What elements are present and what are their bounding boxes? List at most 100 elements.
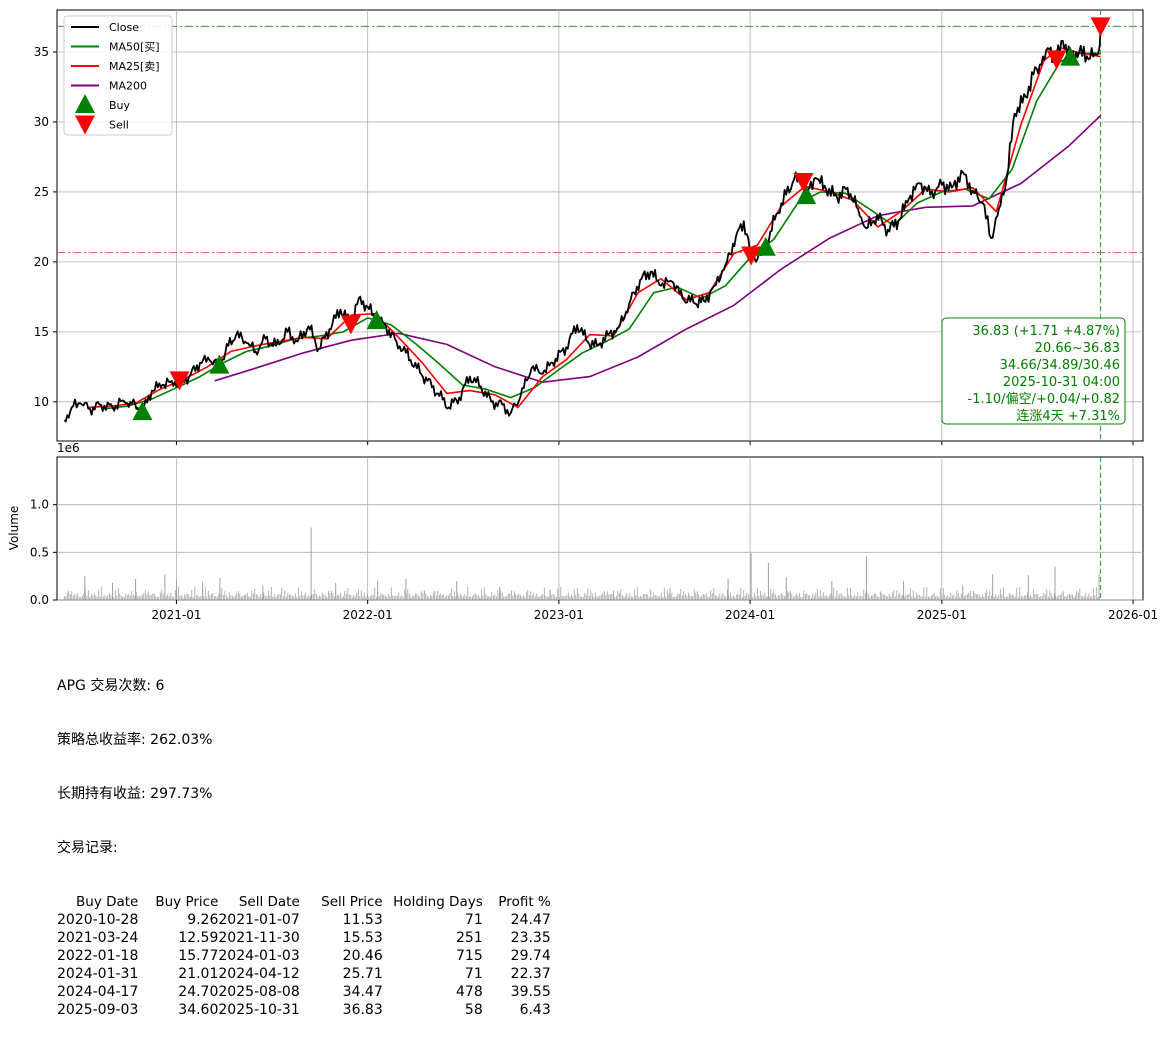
info-box-frame xyxy=(941,317,1126,425)
x-tick-label: 2026-01 xyxy=(1108,608,1158,622)
legend-label: MA200 xyxy=(109,80,147,93)
trade-cell: 24.70 xyxy=(178,984,219,1000)
trade-cell: 478 xyxy=(456,984,483,1000)
trade-cell: 2020-10-28 xyxy=(57,912,139,928)
trade-cell: 25.71 xyxy=(342,966,383,982)
trade-table-header: Buy Date Buy Price Sell Date Sell Price … xyxy=(57,893,551,911)
sell-marker xyxy=(169,371,190,391)
series-line-ma200 xyxy=(214,114,1102,383)
col-profit: Profit % xyxy=(498,894,551,910)
stock-chart: 10 15 20 25 30 35 Close MA50[买] MA25[卖] MA200 Buy… xyxy=(7,9,1158,622)
trade-row: 2024-04-17 24.70 2025-08-08 34.47 478 39.55 xyxy=(57,983,551,1001)
price-y-tick-label: 15 xyxy=(34,325,49,339)
trade-cell: 251 xyxy=(456,930,483,946)
trade-cell: 15.77 xyxy=(178,948,219,964)
sell-marker xyxy=(340,315,361,335)
volume-panel: 0.0 0.5 1.0 1e6 Volume 2021-01 2022-01 2023-… xyxy=(7,441,1158,622)
trade-cell: 12.59 xyxy=(178,930,219,946)
trade-cell: 6.43 xyxy=(519,1002,551,1018)
price-y-tick-label: 35 xyxy=(34,45,49,59)
trade-cell: 2022-01-18 xyxy=(57,948,139,964)
price-y-ticks: 10 15 20 25 30 35 xyxy=(34,45,57,409)
trade-cell: 34.60 xyxy=(178,1002,219,1018)
volume-offset-label: 1e6 xyxy=(57,441,80,455)
trade-cell: 29.74 xyxy=(510,948,551,964)
trade-cell: 11.53 xyxy=(342,912,383,928)
trade-cell: 2025-09-03 xyxy=(57,1002,139,1018)
buy-marker xyxy=(209,354,230,374)
trade-records-table: Buy Date Buy Price Sell Date Sell Price … xyxy=(57,893,551,1019)
legend-label: Buy xyxy=(109,99,131,112)
trade-row: 2020-10-28 9.26 2021-01-07 11.53 71 24.47 xyxy=(57,911,551,929)
col-sell-date: Sell Date xyxy=(238,894,300,910)
trade-cell: 21.01 xyxy=(178,966,219,982)
strategy-return-line: 策略总收益率: 262.03% xyxy=(57,732,213,748)
buy-marker xyxy=(796,185,817,205)
sell-marker xyxy=(1046,50,1067,70)
info-box-line: -1.10/偏空/+0.04/+0.82 xyxy=(968,392,1120,407)
trade-cell: 2021-11-30 xyxy=(218,930,300,946)
buy-marker xyxy=(132,401,153,421)
price-y-tick-label: 25 xyxy=(34,185,49,199)
trade-cell: 34.47 xyxy=(342,984,383,1000)
trade-cell: 2025-08-08 xyxy=(218,984,300,1000)
col-sell-price: Sell Price xyxy=(321,894,383,910)
info-box-line: 20.66~36.83 xyxy=(1035,341,1120,356)
trade-cell: 22.37 xyxy=(510,966,551,982)
trade-cell: 71 xyxy=(464,912,483,928)
trade-row: 2022-01-18 15.77 2024-01-03 20.46 715 29.74 xyxy=(57,947,551,965)
trade-cell: 39.55 xyxy=(510,984,551,1000)
x-tick-label: 2025-01 xyxy=(917,608,967,622)
sell-marker xyxy=(793,172,814,192)
volume-bars xyxy=(63,527,1100,600)
x-tick-label: 2021-01 xyxy=(151,608,201,622)
info-box-line: 34.66/34.89/30.46 xyxy=(1000,358,1120,373)
x-tick-label: 2023-01 xyxy=(534,608,584,622)
trade-row: 2024-01-31 21.01 2024-04-12 25.71 71 22.37 xyxy=(57,965,551,983)
trade-row: 2025-09-03 34.60 2025-10-31 36.83 58 6.43 xyxy=(57,1001,551,1019)
x-axis-ticks: 2021-01 2022-01 2023-01 2024-01 2025-01 2026-… xyxy=(151,441,1158,622)
trade-cell: 2024-04-17 xyxy=(57,984,139,1000)
volume-y-tick-label: 0.5 xyxy=(30,545,49,559)
trade-cell: 15.53 xyxy=(342,930,383,946)
price-reference-lines xyxy=(57,10,1143,600)
price-y-tick-label: 30 xyxy=(34,115,49,129)
trade-cell: 2024-01-31 xyxy=(57,966,139,982)
hold-return-line: 长期持有收益: 297.73% xyxy=(57,786,213,802)
trade-cell: 2021-01-07 xyxy=(218,912,300,928)
col-holding-days: Holding Days xyxy=(393,894,483,910)
sell-marker xyxy=(741,246,762,266)
x-tick-label: 2022-01 xyxy=(343,608,393,622)
trade-cell: 2024-04-12 xyxy=(218,966,300,982)
buy-marker xyxy=(366,310,387,330)
legend-label: Close xyxy=(109,21,139,34)
trade-cell: 58 xyxy=(464,1002,483,1018)
col-buy-price: Buy Price xyxy=(155,894,219,910)
legend-buy-swatch xyxy=(75,94,95,113)
volume-y-tick-label: 1.0 xyxy=(30,498,49,512)
price-series xyxy=(63,26,1102,423)
trade-markers xyxy=(132,17,1111,421)
trade-count-line: APG 交易次数: 6 xyxy=(57,678,165,694)
legend-label: MA25[卖] xyxy=(109,60,160,73)
volume-y-tick-label: 0.0 xyxy=(30,593,49,607)
price-plot-frame xyxy=(56,9,1144,442)
price-y-tick-label: 20 xyxy=(34,255,49,269)
trade-cell: 36.83 xyxy=(342,1002,383,1018)
buy-marker xyxy=(755,236,776,256)
trade-cell: 2025-10-31 xyxy=(218,1002,300,1018)
trade-cell: 2021-03-24 xyxy=(57,930,139,946)
price-y-tick-label: 10 xyxy=(34,395,49,409)
volume-y-ticks: 0.0 0.5 1.0 xyxy=(30,498,57,607)
trade-cell: 715 xyxy=(456,948,483,964)
info-box-line: 2025-10-31 04:00 xyxy=(1003,375,1120,390)
legend-label: MA50[买] xyxy=(109,41,160,54)
price-info-box: 36.83 (+1.71 +4.87%) 20.66~36.83 34.66/34.… xyxy=(941,317,1126,425)
price-panel: 10 15 20 25 30 35 Close MA50[买] MA25[卖] MA200 Buy… xyxy=(34,9,1144,600)
sell-marker xyxy=(1090,17,1111,37)
info-box-line: 36.83 (+1.71 +4.87%) xyxy=(972,324,1120,339)
col-buy-date: Buy Date xyxy=(76,894,139,910)
legend-sell-swatch xyxy=(75,115,95,135)
trade-cell: 2024-01-03 xyxy=(218,948,300,964)
info-box-line: 连涨4天 +7.31% xyxy=(1016,408,1120,424)
